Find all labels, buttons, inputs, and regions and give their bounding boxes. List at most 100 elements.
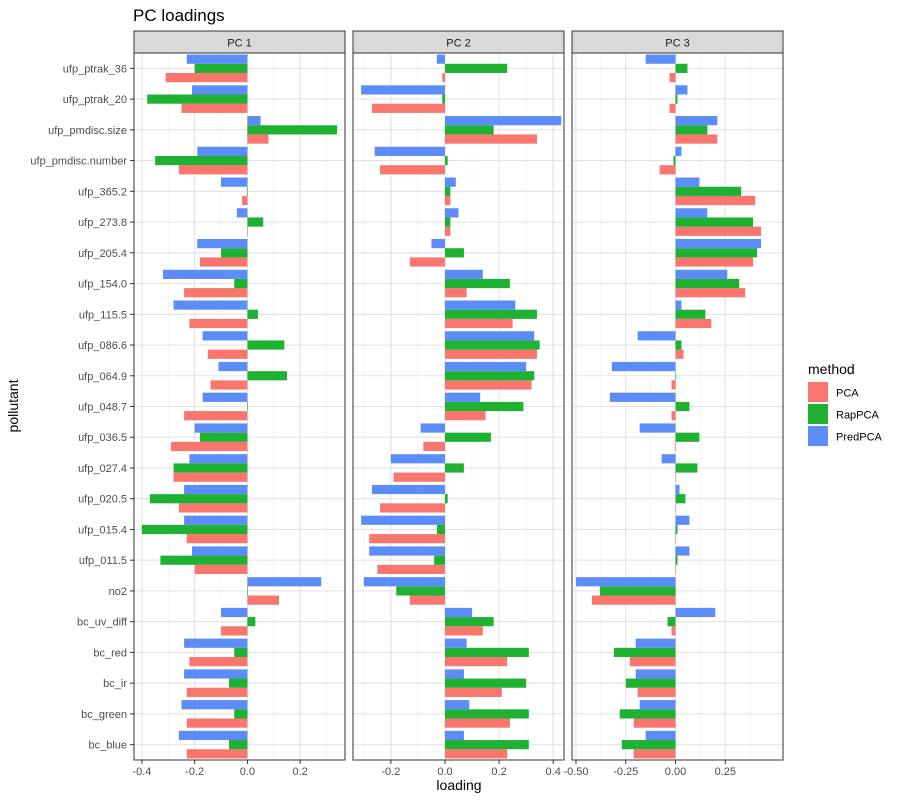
bar-rappca-bc-uv-diff xyxy=(444,617,494,627)
bar-pca-ufp-027-4 xyxy=(393,472,445,482)
bar-predpca-ufp-ptrak-36 xyxy=(436,54,445,64)
bar-predpca-ufp-pmdisc-number xyxy=(675,146,682,156)
y-axis-title: pollutant xyxy=(5,379,21,432)
bar-predpca-ufp-pmdisc-number xyxy=(374,146,445,156)
bar-rappca-bc-green xyxy=(444,709,529,719)
x-tick-label: -0.25 xyxy=(613,766,638,778)
bar-predpca-ufp-ptrak-36 xyxy=(186,54,248,64)
bar-pca-ufp-ptrak-20 xyxy=(371,103,445,113)
bar-predpca-bc-uv-diff xyxy=(221,607,248,618)
bar-pca-ufp-273-8 xyxy=(444,226,451,236)
bar-predpca-ufp-273-8 xyxy=(675,208,708,218)
bar-predpca-ufp-020-5 xyxy=(184,484,248,495)
bar-predpca-ufp-086-6 xyxy=(444,331,535,341)
bar-predpca-bc-red xyxy=(635,638,676,648)
y-tick-label-ufp-011-5: ufp_011.5 xyxy=(79,555,127,567)
y-tick-label-bc-ir: bc_ir xyxy=(103,678,127,690)
bar-pca-ufp-011-5 xyxy=(675,564,677,574)
bar-pca-no2 xyxy=(591,595,676,605)
bar-pca-no2 xyxy=(409,595,445,605)
bar-rappca-ufp-015-4 xyxy=(436,524,445,535)
bar-pca-bc-red xyxy=(444,657,508,667)
y-tick-label-bc-green: bc_green xyxy=(81,709,127,721)
bar-pca-ufp-205-4 xyxy=(675,257,754,267)
bar-pca-bc-ir xyxy=(637,687,676,697)
bar-rappca-ufp-ptrak-36 xyxy=(444,63,508,73)
bar-pca-ufp-015-4 xyxy=(186,534,248,544)
bar-rappca-ufp-205-4 xyxy=(444,248,464,258)
facet-strip-label: PC 1 xyxy=(227,38,251,50)
bar-pca-ufp-011-5 xyxy=(377,564,445,574)
bar-rappca-ufp-020-5 xyxy=(149,494,248,504)
bar-pca-ufp-pmdisc-size xyxy=(675,134,718,144)
x-tick-label: 0.2 xyxy=(491,766,506,778)
y-tick-label-ufp-365-2: ufp_365.2 xyxy=(78,186,127,198)
bar-predpca-ufp-115-5 xyxy=(444,300,516,310)
bar-rappca-ufp-020-5 xyxy=(675,494,686,504)
bar-predpca-ufp-036-5 xyxy=(420,423,445,433)
bar-pca-ufp-086-6 xyxy=(444,349,537,359)
y-tick-label-ufp-ptrak-20: ufp_ptrak_20 xyxy=(63,94,127,106)
bar-rappca-ufp-115-5 xyxy=(444,309,537,319)
bar-rappca-ufp-015-4 xyxy=(675,524,678,535)
bar-rappca-ufp-064-9 xyxy=(675,371,677,381)
bar-predpca-ufp-048-7 xyxy=(609,392,676,402)
x-tick-label: 0.25 xyxy=(715,766,736,778)
bar-pca-ufp-027-4 xyxy=(675,472,677,482)
bar-rappca-bc-blue xyxy=(228,740,248,750)
bar-pca-ufp-365-2 xyxy=(242,195,248,206)
bar-rappca-bc-uv-diff xyxy=(247,617,256,627)
bar-pca-bc-uv-diff xyxy=(444,626,483,636)
bar-predpca-ufp-011-5 xyxy=(192,546,248,556)
panel-pc-2: PC 2 -0.2 0.0 0.2 0.4 xyxy=(352,30,565,778)
y-tick-label-ufp-273-8: ufp_273.8 xyxy=(78,217,127,229)
panel-pc-3: PC 3 -0.50 -0.25 0.00 0.25 xyxy=(563,30,784,778)
bar-pca-ufp-020-5 xyxy=(178,503,248,513)
bar-pca-ufp-048-7 xyxy=(444,411,486,421)
bar-predpca-ufp-ptrak-20 xyxy=(675,85,688,95)
bar-rappca-ufp-064-9 xyxy=(247,371,287,381)
bar-predpca-ufp-048-7 xyxy=(202,392,248,402)
bar-pca-ufp-036-5 xyxy=(170,441,248,452)
y-tick-label-ufp-020-5: ufp_020.5 xyxy=(78,494,127,506)
bar-rappca-ufp-205-4 xyxy=(221,248,248,258)
bar-pca-ufp-011-5 xyxy=(194,564,248,574)
bar-predpca-bc-uv-diff xyxy=(444,607,473,618)
x-tick-label: 0.00 xyxy=(665,766,686,778)
bar-pca-ufp-020-5 xyxy=(675,503,677,513)
bar-pca-ufp-ptrak-20 xyxy=(669,103,676,113)
bar-pca-ufp-086-6 xyxy=(207,349,248,359)
bar-predpca-ufp-115-5 xyxy=(675,300,682,310)
bar-pca-ufp-020-5 xyxy=(380,503,445,513)
bar-pca-ufp-036-5 xyxy=(675,441,677,452)
bar-rappca-ufp-154-0 xyxy=(234,278,248,289)
bar-pca-ufp-064-9 xyxy=(444,380,532,390)
bar-pca-bc-red xyxy=(629,657,676,667)
bar-rappca-ufp-ptrak-20 xyxy=(147,94,248,104)
bar-rappca-ufp-365-2 xyxy=(444,186,451,196)
bar-pca-ufp-154-0 xyxy=(184,288,248,298)
facet-strip xyxy=(352,30,565,54)
bar-rappca-ufp-086-6 xyxy=(675,340,682,350)
bar-predpca-ufp-011-5 xyxy=(369,546,445,556)
bar-predpca-ufp-015-4 xyxy=(184,515,248,525)
bar-rappca-bc-green xyxy=(619,709,676,719)
bar-predpca-bc-ir xyxy=(635,669,676,679)
bar-rappca-ufp-027-4 xyxy=(444,463,464,473)
bar-predpca-bc-blue xyxy=(444,730,464,741)
bar-predpca-ufp-273-8 xyxy=(444,208,459,218)
y-tick-label-ufp-064-9: ufp_064.9 xyxy=(78,371,127,383)
bar-rappca-ufp-205-4 xyxy=(675,248,758,258)
x-tick-label: -0.50 xyxy=(563,766,588,778)
bar-pca-ufp-205-4 xyxy=(199,257,248,267)
bar-rappca-ufp-086-6 xyxy=(444,340,540,350)
bar-predpca-ufp-020-5 xyxy=(675,484,680,495)
bar-pca-ufp-273-8 xyxy=(247,226,249,236)
bar-pca-ufp-365-2 xyxy=(675,195,756,206)
bar-predpca-ufp-011-5 xyxy=(675,546,690,556)
bar-pca-ufp-365-2 xyxy=(444,195,451,206)
legend-label-predpca: PredPCA xyxy=(836,432,883,444)
bar-rappca-ufp-048-7 xyxy=(444,401,524,412)
bar-predpca-bc-red xyxy=(184,638,248,648)
